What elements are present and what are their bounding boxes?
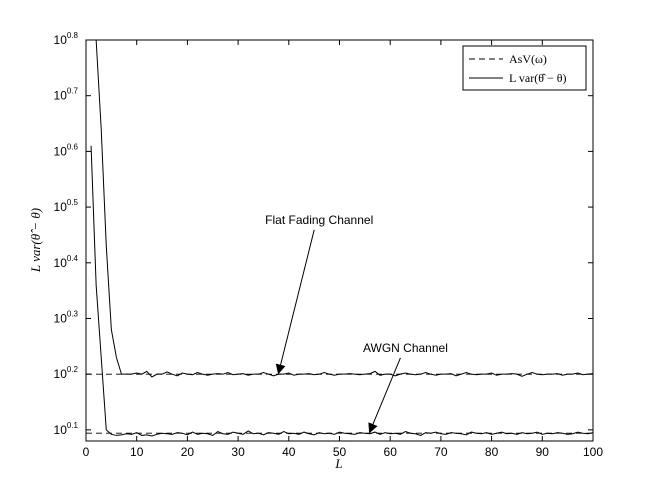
series-line-1 [91, 39, 594, 378]
y-tick-label: 100.6 [54, 142, 79, 158]
series-line-3 [90, 145, 594, 437]
legend-label-0: AsV(ω) [509, 52, 547, 66]
x-tick-label: 0 [83, 445, 90, 459]
x-tick-label: 90 [536, 445, 550, 459]
y-tick-label: 100.2 [54, 365, 79, 381]
y-tick-label: 100.5 [54, 198, 79, 214]
y-tick-label: 100.8 [54, 31, 79, 47]
annotation-arrow-1 [368, 357, 401, 434]
annotation-label-0: Flat Fading Channel [265, 213, 373, 227]
x-tick-label: 50 [333, 445, 347, 459]
x-tick-label: 70 [434, 445, 448, 459]
annotations-layer: Flat Fading Channel AWGN Channel [265, 213, 448, 434]
y-tick-label: 100.4 [54, 254, 79, 270]
y-tick-label: 100.7 [54, 87, 79, 103]
x-tick-label: 40 [282, 445, 296, 459]
x-tick-label: 10 [130, 445, 144, 459]
x-tick-label: 30 [231, 445, 245, 459]
x-axis-label: L [334, 456, 342, 471]
legend-label-1: L var(θ̂ − θ) [509, 71, 566, 85]
series-layer [86, 39, 594, 437]
y-tick-label: 100.3 [54, 309, 79, 325]
y-tick-label: 100.1 [54, 421, 79, 437]
ticks-layer: 0 10 20 30 40 50 60 70 80 90 100 100.8 100.7 100.6 100… [54, 31, 604, 459]
x-tick-label: 20 [181, 445, 195, 459]
x-tick-label: 80 [485, 445, 499, 459]
legend: AsV(ω) L var(θ̂ − θ) [462, 45, 587, 91]
annotation-label-1: AWGN Channel [363, 341, 448, 355]
annotation-arrow-0 [275, 229, 315, 375]
x-tick-label: 60 [384, 445, 398, 459]
y-axis-label: L var(θ̂ − θ) [28, 208, 43, 273]
x-tick-label: 100 [583, 445, 603, 459]
legend-box [462, 45, 587, 91]
